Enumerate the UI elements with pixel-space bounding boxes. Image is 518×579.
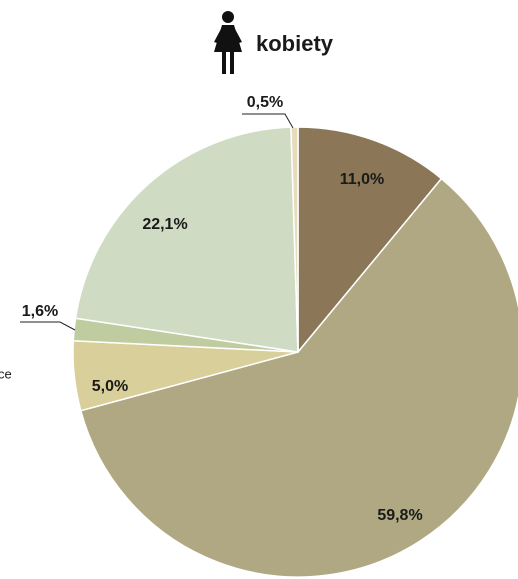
woman-icon xyxy=(214,11,242,74)
data-label: 11,0% xyxy=(340,171,384,188)
leader-line xyxy=(20,321,76,331)
data-label: 5,0% xyxy=(92,378,128,395)
data-label: 22,1% xyxy=(142,216,187,233)
data-label: 1,6% xyxy=(22,303,58,320)
pie-slice xyxy=(290,126,299,353)
data-label: 59,8% xyxy=(377,507,422,524)
pie-slice xyxy=(79,177,518,578)
leader-line xyxy=(242,113,294,129)
data-label: 0,5% xyxy=(247,94,283,111)
pie-slice xyxy=(74,126,299,353)
pie-slice xyxy=(297,126,443,355)
annotation: ce xyxy=(0,366,12,381)
chart-title: kobiety xyxy=(256,31,334,56)
